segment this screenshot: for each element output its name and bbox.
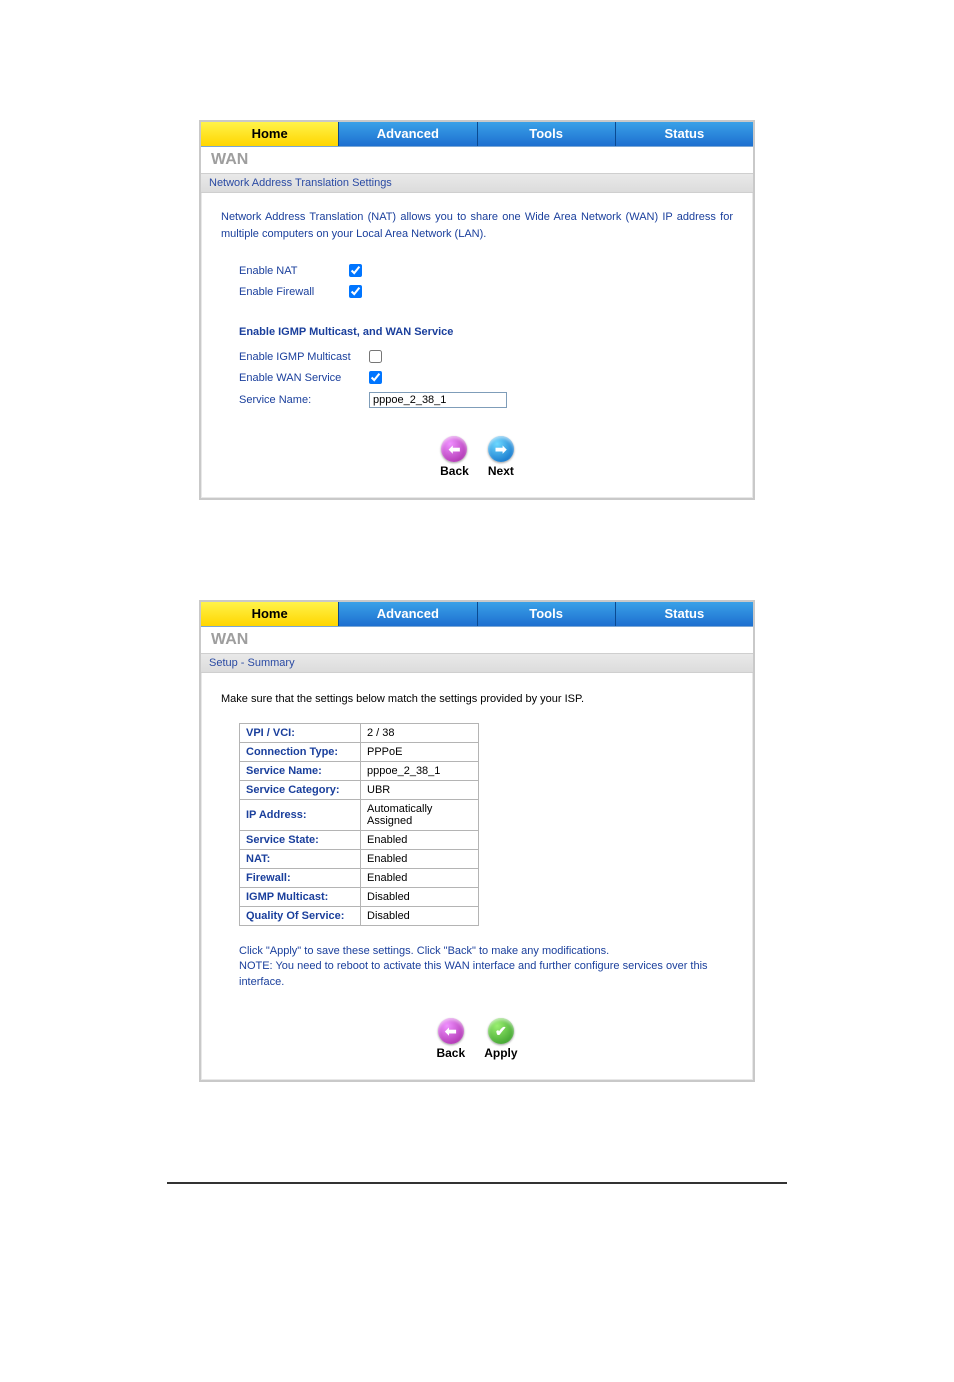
tab-home-2[interactable]: Home <box>201 602 339 626</box>
table-row-label: Quality Of Service: <box>240 907 361 926</box>
summary-table: VPI / VCI:2 / 38Connection Type:PPPoESer… <box>239 723 479 926</box>
back-button-2[interactable]: ⬅ Back <box>436 1018 465 1060</box>
check-icon: ✔ <box>495 1024 507 1038</box>
table-row-label: Connection Type: <box>240 743 361 762</box>
enable-nat-label: Enable NAT <box>239 265 349 277</box>
tab-tools[interactable]: Tools <box>478 122 616 146</box>
apply-button-label: Apply <box>484 1046 517 1060</box>
setup-summary-panel: Home Advanced Tools Status WAN Setup - S… <box>199 600 755 1082</box>
page-title: WAN <box>201 147 753 173</box>
table-row-value: UBR <box>361 781 479 800</box>
arrow-right-icon: ➡ <box>495 442 507 456</box>
table-row: VPI / VCI:2 / 38 <box>240 724 479 743</box>
table-row-label: Service Name: <box>240 762 361 781</box>
tab-status[interactable]: Status <box>616 122 753 146</box>
enable-igmp-label: Enable IGMP Multicast <box>239 351 369 363</box>
arrow-left-icon: ⬅ <box>449 442 461 456</box>
table-row-value: 2 / 38 <box>361 724 479 743</box>
table-row: IP Address:Automatically Assigned <box>240 800 479 831</box>
subheader: Network Address Translation Settings <box>201 173 753 193</box>
table-row-value: pppoe_2_38_1 <box>361 762 479 781</box>
table-row-label: Firewall: <box>240 869 361 888</box>
table-row-label: VPI / VCI: <box>240 724 361 743</box>
table-row-label: Service Category: <box>240 781 361 800</box>
table-row-label: NAT: <box>240 850 361 869</box>
apply-note: Click "Apply" to save these settings. Cl… <box>239 944 719 990</box>
nat-settings-panel: Home Advanced Tools Status WAN Network A… <box>199 120 755 500</box>
back-button[interactable]: ⬅ Back <box>440 436 469 478</box>
next-button-label: Next <box>488 464 514 478</box>
tab-advanced[interactable]: Advanced <box>339 122 477 146</box>
table-row-label: IP Address: <box>240 800 361 831</box>
service-name-input[interactable] <box>369 392 507 408</box>
table-row-value: Enabled <box>361 869 479 888</box>
note-line-1: Click "Apply" to save these settings. Cl… <box>239 945 609 957</box>
table-row-value: Disabled <box>361 907 479 926</box>
enable-nat-checkbox[interactable] <box>349 264 362 277</box>
arrow-left-icon-2: ⬅ <box>445 1024 457 1038</box>
next-button[interactable]: ➡ Next <box>488 436 514 478</box>
enable-firewall-label: Enable Firewall <box>239 286 349 298</box>
top-tabs: Home Advanced Tools Status <box>201 122 753 147</box>
table-row: Service State:Enabled <box>240 831 479 850</box>
table-row: NAT:Enabled <box>240 850 479 869</box>
table-row: IGMP Multicast:Disabled <box>240 888 479 907</box>
enable-firewall-checkbox[interactable] <box>349 285 362 298</box>
tab-home[interactable]: Home <box>201 122 339 146</box>
table-row-value: Disabled <box>361 888 479 907</box>
footer-rule <box>167 1182 787 1184</box>
back-button-label: Back <box>440 464 469 478</box>
table-row-label: Service State: <box>240 831 361 850</box>
tab-advanced-2[interactable]: Advanced <box>339 602 477 626</box>
back-button-label-2: Back <box>436 1046 465 1060</box>
summary-table-body: VPI / VCI:2 / 38Connection Type:PPPoESer… <box>240 724 479 926</box>
table-row: Connection Type:PPPoE <box>240 743 479 762</box>
table-row: Service Category:UBR <box>240 781 479 800</box>
summary-description: Make sure that the settings below match … <box>221 693 733 705</box>
table-row: Firewall:Enabled <box>240 869 479 888</box>
apply-button[interactable]: ✔ Apply <box>484 1018 517 1060</box>
table-row: Quality Of Service:Disabled <box>240 907 479 926</box>
tab-status-2[interactable]: Status <box>616 602 753 626</box>
page-title-2: WAN <box>201 627 753 653</box>
table-row-value: Enabled <box>361 831 479 850</box>
subheader-2: Setup - Summary <box>201 653 753 673</box>
igmp-section-heading: Enable IGMP Multicast, and WAN Service <box>239 326 733 338</box>
table-row-label: IGMP Multicast: <box>240 888 361 907</box>
table-row: Service Name:pppoe_2_38_1 <box>240 762 479 781</box>
tab-tools-2[interactable]: Tools <box>478 602 616 626</box>
table-row-value: Automatically Assigned <box>361 800 479 831</box>
top-tabs-2: Home Advanced Tools Status <box>201 602 753 627</box>
enable-wan-checkbox[interactable] <box>369 371 382 384</box>
enable-wan-label: Enable WAN Service <box>239 372 369 384</box>
table-row-value: PPPoE <box>361 743 479 762</box>
note-line-2: NOTE: You need to reboot to activate thi… <box>239 960 708 987</box>
nat-description: Network Address Translation (NAT) allows… <box>221 209 733 242</box>
service-name-label: Service Name: <box>239 394 369 406</box>
table-row-value: Enabled <box>361 850 479 869</box>
enable-igmp-checkbox[interactable] <box>369 350 382 363</box>
